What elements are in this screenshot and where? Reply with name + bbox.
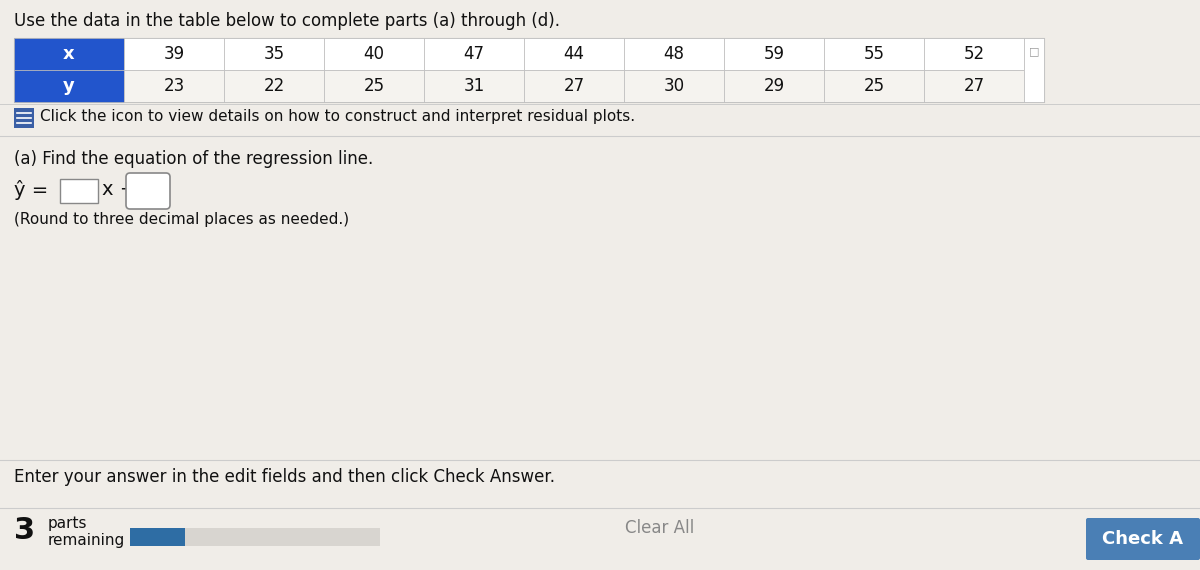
FancyBboxPatch shape <box>1086 518 1200 560</box>
FancyBboxPatch shape <box>0 508 1200 570</box>
FancyBboxPatch shape <box>224 38 324 70</box>
Text: 22: 22 <box>263 77 284 95</box>
FancyBboxPatch shape <box>624 38 724 70</box>
Text: 27: 27 <box>964 77 984 95</box>
FancyBboxPatch shape <box>924 38 1024 70</box>
Text: 52: 52 <box>964 45 984 63</box>
FancyBboxPatch shape <box>524 38 624 70</box>
Text: y: y <box>64 77 74 95</box>
FancyBboxPatch shape <box>624 70 724 102</box>
FancyBboxPatch shape <box>124 38 224 70</box>
Text: ŷ =: ŷ = <box>14 180 48 200</box>
Text: (Round to three decimal places as needed.): (Round to three decimal places as needed… <box>14 212 349 227</box>
Text: 48: 48 <box>664 45 684 63</box>
Text: 47: 47 <box>463 45 485 63</box>
Text: 59: 59 <box>763 45 785 63</box>
Text: x: x <box>64 45 74 63</box>
Text: (a) Find the equation of the regression line.: (a) Find the equation of the regression … <box>14 150 373 168</box>
Text: □: □ <box>1028 46 1039 56</box>
Text: 27: 27 <box>564 77 584 95</box>
Text: 55: 55 <box>864 45 884 63</box>
Text: 3: 3 <box>14 516 35 545</box>
FancyBboxPatch shape <box>130 528 185 546</box>
FancyBboxPatch shape <box>1024 38 1044 102</box>
FancyBboxPatch shape <box>60 179 98 203</box>
FancyBboxPatch shape <box>0 104 1200 132</box>
Text: 25: 25 <box>864 77 884 95</box>
Text: 35: 35 <box>264 45 284 63</box>
Text: x +: x + <box>102 180 137 199</box>
Text: Click the icon to view details on how to construct and interpret residual plots.: Click the icon to view details on how to… <box>40 109 635 124</box>
Text: Enter your answer in the edit fields and then click Check Answer.: Enter your answer in the edit fields and… <box>14 468 554 486</box>
Text: 31: 31 <box>463 77 485 95</box>
Text: parts: parts <box>48 516 88 531</box>
FancyBboxPatch shape <box>324 70 424 102</box>
FancyBboxPatch shape <box>324 38 424 70</box>
FancyBboxPatch shape <box>824 38 924 70</box>
FancyBboxPatch shape <box>130 528 380 546</box>
Text: Clear All: Clear All <box>625 519 695 537</box>
Text: 23: 23 <box>163 77 185 95</box>
Text: 30: 30 <box>664 77 684 95</box>
Text: Check A: Check A <box>1103 530 1183 548</box>
FancyBboxPatch shape <box>126 173 170 209</box>
FancyBboxPatch shape <box>424 38 524 70</box>
FancyBboxPatch shape <box>14 70 124 102</box>
FancyBboxPatch shape <box>524 70 624 102</box>
FancyBboxPatch shape <box>824 70 924 102</box>
Text: remaining: remaining <box>48 533 125 548</box>
FancyBboxPatch shape <box>724 38 824 70</box>
FancyBboxPatch shape <box>424 70 524 102</box>
FancyBboxPatch shape <box>224 70 324 102</box>
Text: Use the data in the table below to complete parts (a) through (d).: Use the data in the table below to compl… <box>14 12 560 30</box>
FancyBboxPatch shape <box>14 108 34 128</box>
FancyBboxPatch shape <box>14 38 124 70</box>
Text: 44: 44 <box>564 45 584 63</box>
FancyBboxPatch shape <box>724 70 824 102</box>
Text: 25: 25 <box>364 77 384 95</box>
FancyBboxPatch shape <box>124 70 224 102</box>
FancyBboxPatch shape <box>924 70 1024 102</box>
Text: 29: 29 <box>763 77 785 95</box>
Text: 39: 39 <box>163 45 185 63</box>
Text: 40: 40 <box>364 45 384 63</box>
